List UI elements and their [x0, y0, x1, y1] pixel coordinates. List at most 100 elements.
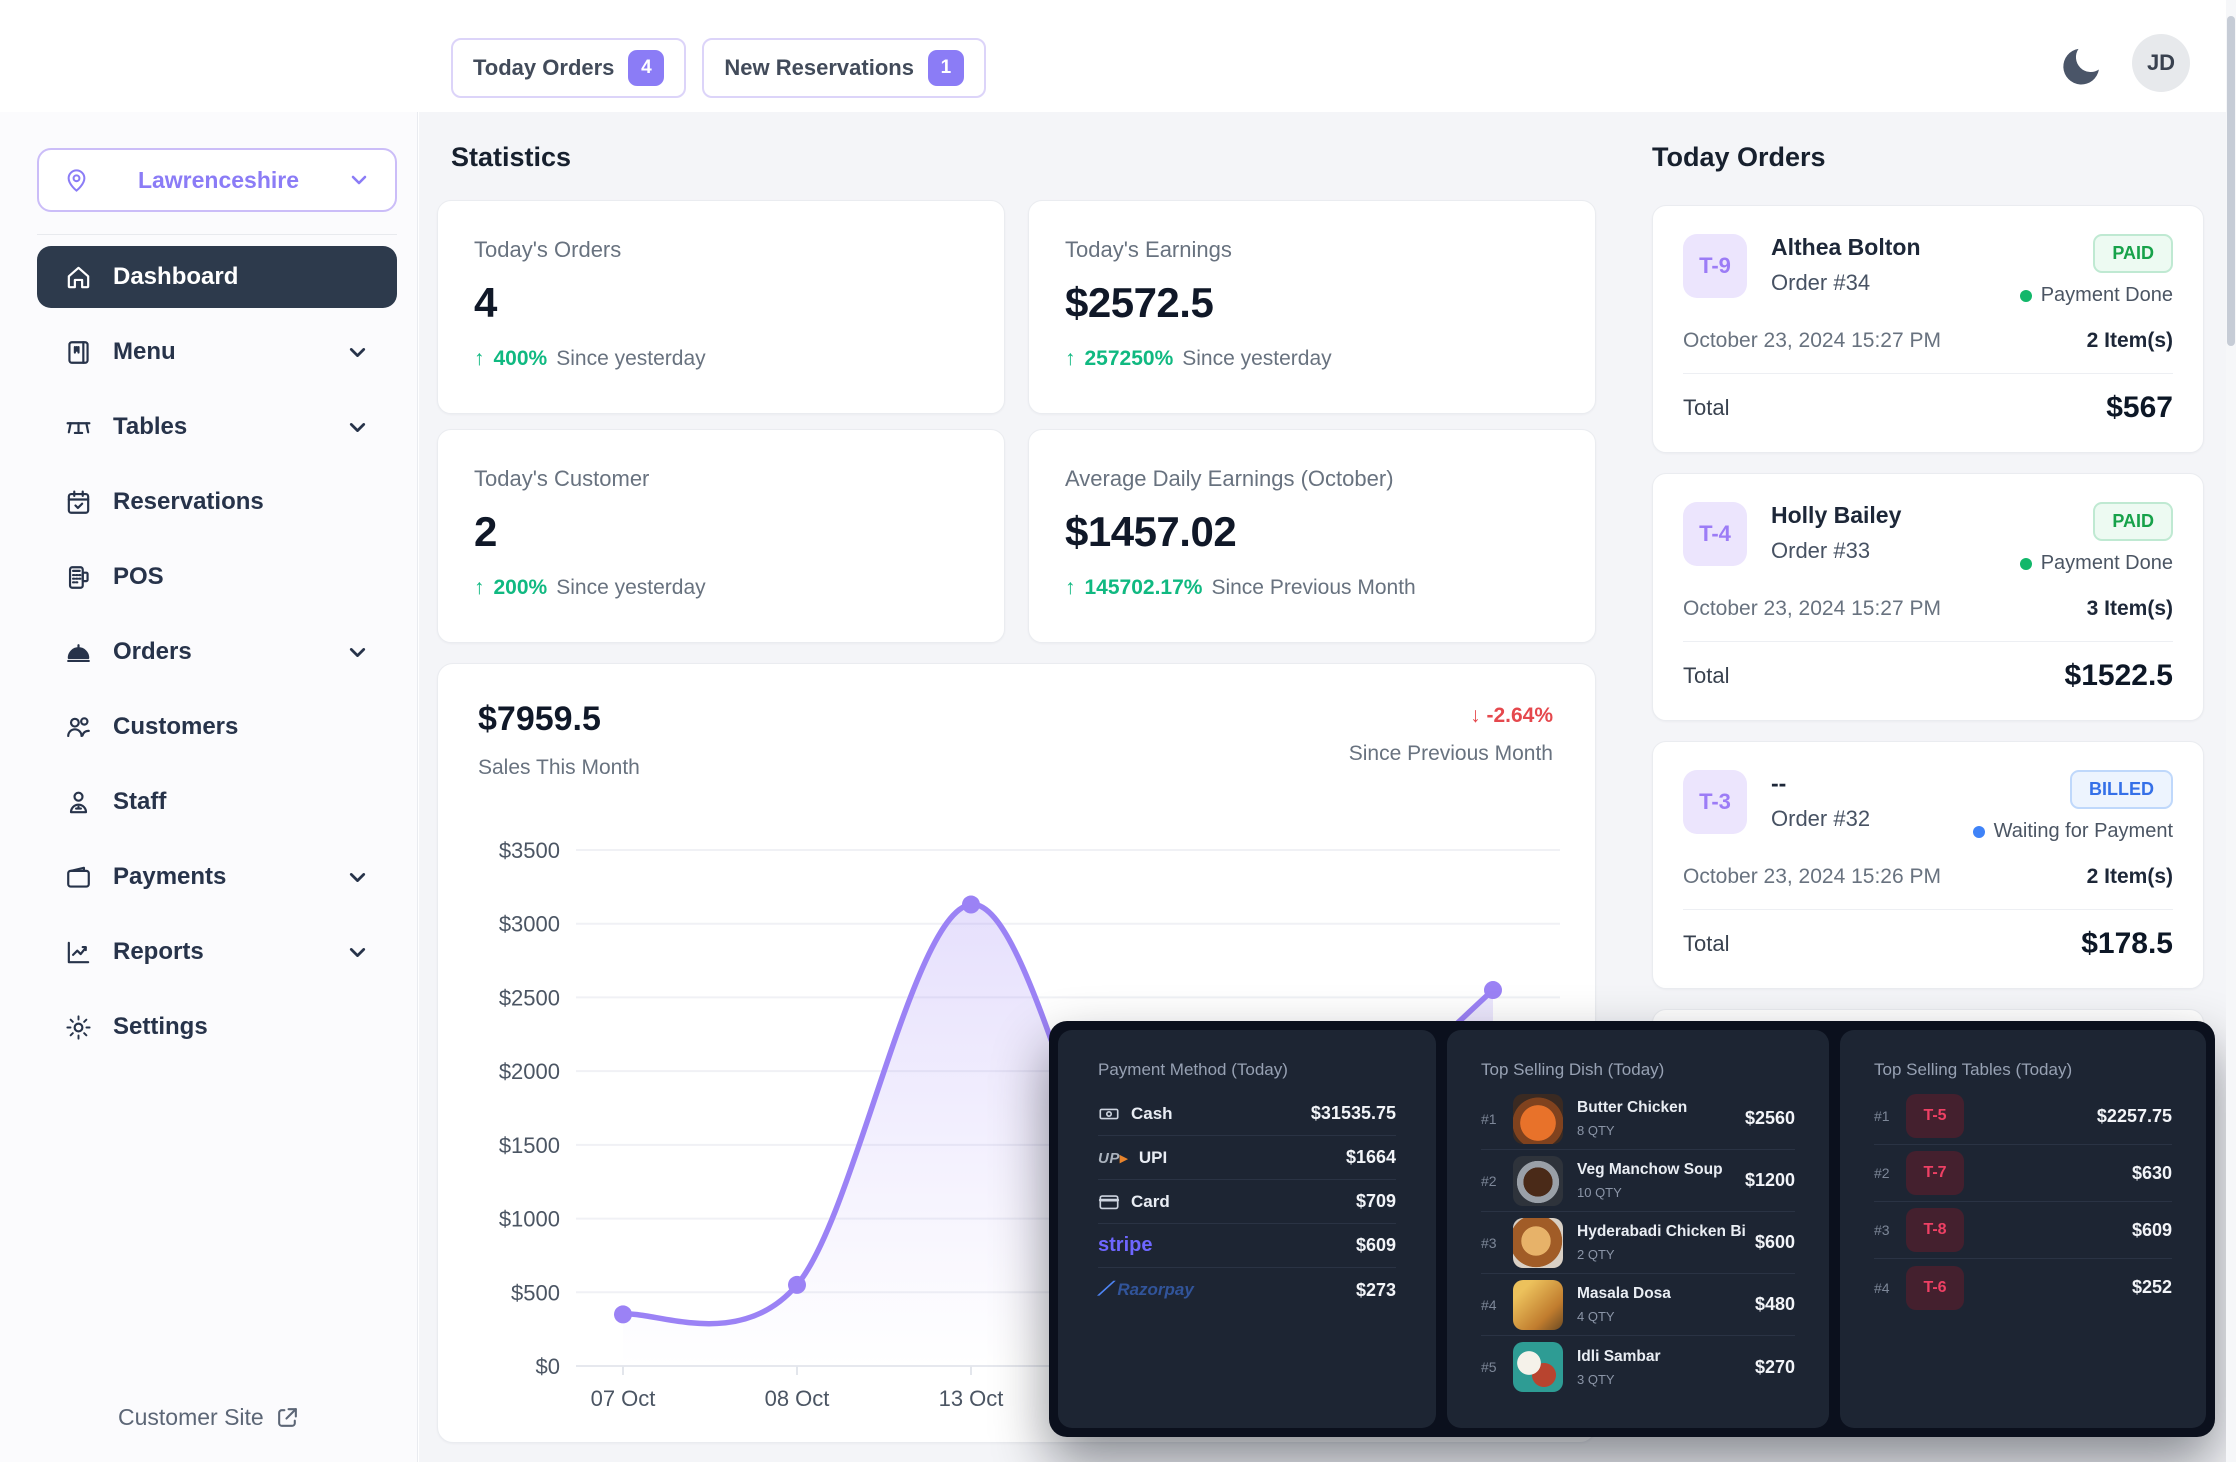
sidebar-item-reports[interactable]: Reports: [37, 921, 397, 983]
top-table-row: #4 T-6 $252: [1874, 1259, 2172, 1316]
avatar[interactable]: JD: [2132, 34, 2190, 92]
dish-rank: #4: [1481, 1296, 1497, 1313]
credit-card-icon: [1098, 1191, 1120, 1213]
sidebar-item-staff[interactable]: Staff: [37, 771, 397, 833]
order-status-note: Payment Done: [2019, 552, 2173, 575]
order-datetime: October 23, 2024 15:26 PM: [1683, 865, 1941, 888]
dish-photo: [1513, 1342, 1563, 1392]
top-table-row: #2 T-7 $630: [1874, 1145, 2172, 1202]
payment-method-row: UP▸ UPI $1664: [1098, 1136, 1396, 1180]
sidebar-item-dashboard[interactable]: Dashboard: [37, 246, 397, 308]
svg-text:13 Oct: 13 Oct: [939, 1386, 1004, 1411]
stat-card-delta: ↑ 257250% Since yesterday: [1065, 347, 1559, 371]
scrollbar-track[interactable]: [2226, 0, 2236, 1462]
external-link-icon: [275, 1405, 300, 1430]
top-dish-row: #3 Hyderabadi Chicken Biryani 2 QTY $600: [1481, 1212, 1795, 1274]
dish-photo: [1513, 1155, 1563, 1206]
payment-method-row: stripe $609: [1098, 1224, 1396, 1268]
order-card-divider: [1683, 909, 2173, 910]
table-badge: T-6: [1906, 1265, 1964, 1310]
payment-method-amount: $1664: [1345, 1147, 1396, 1167]
dish-rank: #1: [1481, 1110, 1497, 1127]
dish-qty: 10 QTY: [1577, 1185, 1622, 1200]
sidebar-item-payments[interactable]: Payments: [37, 846, 397, 908]
chevron-down-icon: [345, 640, 370, 665]
sidebar-divider: [37, 234, 397, 235]
sidebar-item-orders[interactable]: Orders: [37, 621, 397, 683]
stat-card-grid: Today's Orders 4 ↑ 400% Since yesterday Today…: [437, 200, 1596, 643]
order-total-label: Total: [1683, 931, 1730, 956]
order-card[interactable]: T-4 Holly Bailey Order #33 PAID Payment Done…: [1652, 473, 2204, 721]
status-dot-icon: [2019, 289, 2032, 302]
order-card[interactable]: T-3 -- Order #32 BILLED Waiting for Payment O…: [1652, 741, 2204, 989]
scrollbar-thumb[interactable]: [2227, 16, 2235, 346]
payment-method-label: UP▸ UPI: [1098, 1147, 1168, 1167]
pos-terminal-icon: [64, 563, 93, 592]
svg-text:$500: $500: [511, 1280, 560, 1305]
stat-card-title: Today's Orders: [474, 237, 622, 262]
location-selector[interactable]: Lawrenceshire: [37, 148, 397, 212]
order-item-count: 2 Item(s): [2086, 329, 2173, 352]
table-amount: $609: [2131, 1219, 2172, 1240]
payment-method-label: stripe: [1098, 1234, 1152, 1257]
chevron-down-icon: [345, 415, 370, 440]
stat-card-value: $2572.5: [1065, 279, 1214, 326]
order-customer-name: Holly Bailey: [1771, 502, 1902, 528]
order-total-amount: $1522.5: [2064, 659, 2173, 692]
sales-month-value: $7959.5: [478, 700, 601, 738]
svg-text:$1000: $1000: [499, 1207, 560, 1232]
table-amount: $2257.75: [2096, 1105, 2172, 1126]
sidebar-item-reservations[interactable]: Reservations: [37, 471, 397, 533]
table-badge: T-5: [1906, 1094, 1964, 1138]
home-icon: [64, 263, 93, 292]
person-icon: [64, 788, 93, 817]
order-card-divider: [1683, 641, 2173, 642]
svg-text:$3000: $3000: [499, 912, 560, 937]
new-reservations-button[interactable]: New Reservations 1: [702, 38, 986, 98]
dish-name: Idli Sambar: [1577, 1347, 1661, 1365]
sidebar-item-label: Reports: [113, 938, 204, 965]
dish-name: Veg Manchow Soup: [1577, 1161, 1723, 1178]
order-item-count: 2 Item(s): [2086, 865, 2173, 888]
stat-card-value: 2: [474, 508, 497, 555]
order-total-label: Total: [1683, 395, 1730, 420]
customer-site-link[interactable]: Customer Site: [118, 1404, 300, 1431]
stat-delta-since: Since Previous Month: [1211, 576, 1416, 599]
svg-text:$2500: $2500: [499, 985, 560, 1010]
payment-method-amount: $31535.75: [1310, 1103, 1396, 1123]
dish-amount: $600: [1754, 1232, 1795, 1252]
order-card[interactable]: T-9 Althea Bolton Order #34 PAID Payment Don…: [1652, 205, 2204, 453]
upi-logo-icon: UP▸: [1098, 1149, 1128, 1167]
order-item-count: 3 Item(s): [2086, 597, 2173, 620]
arrow-down-icon: ↓: [1470, 704, 1487, 727]
order-number: Order #33: [1771, 538, 1871, 563]
svg-text:07 Oct: 07 Oct: [591, 1386, 656, 1411]
header-quick-buttons: Today Orders 4 New Reservations 1: [451, 38, 986, 98]
banknote-icon: [1098, 1103, 1120, 1125]
today-orders-button[interactable]: Today Orders 4: [451, 38, 687, 98]
sidebar-item-menu[interactable]: Menu: [37, 321, 397, 383]
stat-card-value: 4: [474, 279, 497, 326]
dark-mode-moon-icon[interactable]: [2056, 42, 2106, 92]
stat-delta-since: Since yesterday: [1182, 347, 1332, 370]
table-rank: #1: [1874, 1108, 1890, 1124]
wallet-icon: [64, 863, 93, 892]
sidebar-item-pos[interactable]: POS: [37, 546, 397, 608]
svg-text:$0: $0: [536, 1354, 560, 1379]
svg-text:$3500: $3500: [499, 838, 560, 863]
users-icon: [64, 713, 93, 742]
arrow-up-icon: ↑: [474, 347, 485, 370]
sidebar-item-label: POS: [113, 563, 164, 590]
sidebar-item-customers[interactable]: Customers: [37, 696, 397, 758]
order-status-badge: PAID: [2093, 234, 2173, 273]
sidebar-item-settings[interactable]: Settings: [37, 996, 397, 1058]
sidebar: Lawrenceshire Dashboard Menu Tables Reserva…: [0, 112, 418, 1462]
stripe-logo-icon: stripe: [1098, 1234, 1153, 1256]
dish-qty: 3 QTY: [1577, 1371, 1615, 1387]
chevron-down-icon: [345, 865, 370, 890]
chevron-down-icon: [347, 168, 371, 192]
stat-card-delta: ↑ 145702.17% Since Previous Month: [1065, 576, 1559, 600]
sidebar-item-tables[interactable]: Tables: [37, 396, 397, 458]
stat-card: Today's Earnings $2572.5 ↑ 257250% Since yes…: [1028, 200, 1596, 414]
new-reservations-button-label: New Reservations: [724, 55, 914, 80]
